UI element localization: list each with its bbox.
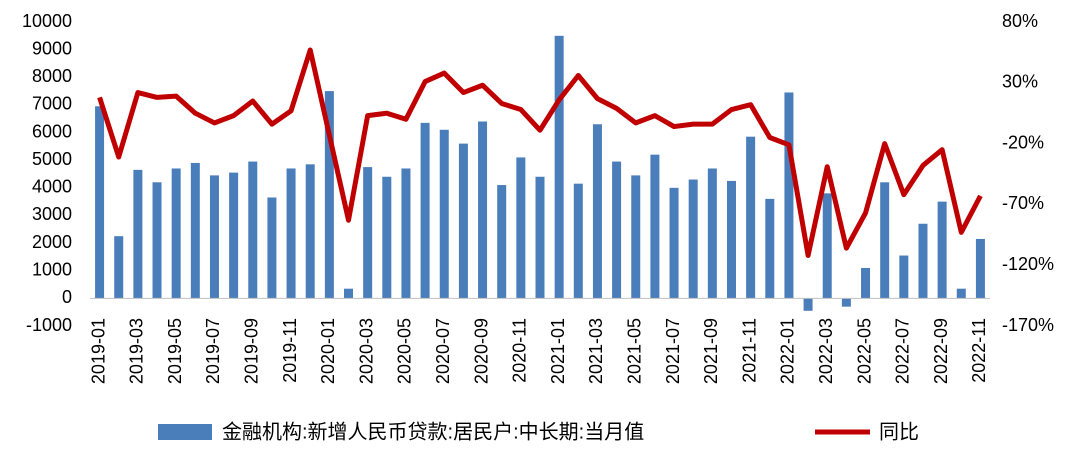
y-tick-label: -1000 (26, 315, 72, 335)
bar (650, 154, 660, 299)
x-tick-label: 2021-01 (548, 318, 568, 384)
bar (152, 182, 162, 299)
bar (516, 157, 526, 299)
y-tick-label: 4000 (32, 177, 72, 197)
x-tick-label: 2019-09 (242, 318, 262, 384)
y2-tick-label: -170% (1002, 315, 1054, 335)
bar (631, 175, 641, 299)
bar (458, 143, 468, 299)
y2-tick-label: 80% (1002, 11, 1038, 31)
y-tick-label: 9000 (32, 38, 72, 58)
y-tick-label: 2000 (32, 232, 72, 252)
x-tick-label: 2020-03 (356, 318, 376, 384)
x-tick-label: 2019-07 (203, 318, 223, 384)
bar (190, 162, 200, 299)
bar (688, 179, 698, 299)
x-tick-label: 2020-07 (433, 318, 453, 384)
bar (880, 182, 890, 299)
bar (975, 238, 985, 299)
x-tick-label: 2022-03 (816, 318, 836, 384)
bar (114, 236, 124, 299)
bar (286, 168, 296, 299)
y-tick-label: 8000 (32, 66, 72, 86)
y-tick-label: 3000 (32, 204, 72, 224)
bar (401, 168, 411, 299)
x-tick-label: 2022-11 (969, 318, 989, 383)
legend-label: 金融机构:新增人民币贷款:居民户:中长期:当月值 (222, 420, 644, 443)
bar (535, 176, 545, 299)
y2-tick-label: -70% (1002, 193, 1044, 213)
bar (382, 176, 392, 299)
bar (918, 223, 928, 299)
bar (324, 91, 334, 299)
bar (937, 201, 947, 299)
y-tick-label: 1000 (32, 259, 72, 279)
y-tick-label: 5000 (32, 149, 72, 169)
bar (229, 172, 239, 299)
y-tick-label: 10000 (22, 11, 72, 31)
x-tick-label: 2021-09 (701, 318, 721, 384)
line (97, 47, 983, 258)
bar (420, 122, 430, 299)
x-tick-label: 2022-07 (893, 318, 913, 384)
x-tick-label: 2020-11 (510, 318, 530, 383)
bar (669, 187, 679, 299)
x-tick-label: 2019-11 (280, 318, 300, 383)
bar (612, 161, 622, 299)
bar (592, 124, 602, 299)
bar (133, 169, 143, 299)
bar (784, 92, 794, 299)
bar (497, 185, 507, 299)
bar (573, 183, 583, 299)
bar (248, 161, 258, 299)
x-tick-label: 2021-11 (739, 318, 759, 383)
x-tick-label: 2022-05 (854, 318, 874, 384)
y-tick-label: 0 (62, 287, 72, 307)
x-tick-label: 2021-07 (663, 318, 683, 384)
x-tick-label: 2022-01 (778, 318, 798, 384)
x-tick-label: 2020-05 (395, 318, 415, 384)
x-tick-label: 2019-01 (88, 318, 108, 384)
y2-tick-label: -120% (1002, 254, 1054, 274)
bar (171, 168, 181, 299)
bar (344, 288, 354, 299)
bar (554, 35, 564, 299)
x-tick-label: 2020-09 (471, 318, 491, 384)
bar (478, 121, 488, 299)
x-tick-label: 2022-09 (931, 318, 951, 384)
bar (267, 197, 277, 299)
bar (439, 129, 449, 299)
x-tick-label: 2019-03 (127, 318, 147, 384)
bar (209, 175, 219, 299)
x-tick-label: 2021-03 (586, 318, 606, 384)
bar (305, 164, 315, 299)
bar (956, 288, 966, 299)
x-tick-label: 2019-05 (165, 318, 185, 384)
bar (726, 180, 736, 299)
bar (95, 106, 105, 299)
y-tick-label: 7000 (32, 94, 72, 114)
y-tick-label: 6000 (32, 121, 72, 141)
bar (746, 136, 756, 299)
bar (803, 298, 813, 311)
y2-tick-label: 30% (1002, 72, 1038, 92)
bar (899, 255, 909, 299)
x-tick-label: 2020-01 (318, 318, 338, 384)
bar (822, 193, 832, 299)
bar (707, 168, 717, 299)
bar (841, 298, 851, 307)
bar (861, 267, 871, 299)
y2-tick-label: -20% (1002, 132, 1044, 152)
x-tick-label: 2021-05 (624, 318, 644, 384)
bar (363, 167, 373, 299)
legend-label: 同比 (879, 420, 919, 443)
bar (765, 198, 775, 299)
legend-swatch (158, 424, 212, 440)
